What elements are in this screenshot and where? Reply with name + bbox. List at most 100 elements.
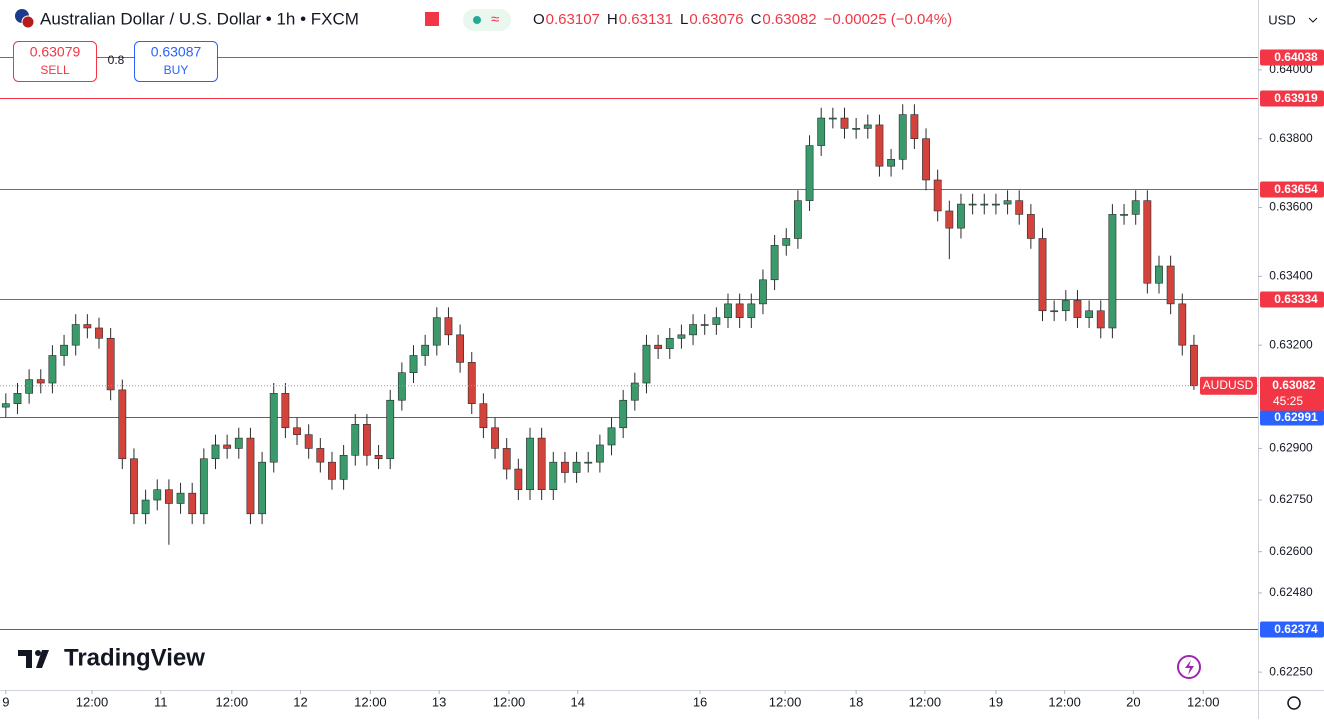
candle-body bbox=[561, 461, 569, 473]
candle-body bbox=[374, 454, 383, 460]
candle-body bbox=[36, 379, 45, 384]
x-tick-label: 16 bbox=[693, 694, 707, 709]
candle-body bbox=[1190, 344, 1198, 387]
candle-body bbox=[95, 327, 103, 339]
ohlc-value: 0.63107 bbox=[546, 11, 600, 28]
candle-body bbox=[1178, 303, 1187, 346]
candle-body bbox=[48, 355, 57, 384]
dropdown-icon[interactable] bbox=[1308, 17, 1318, 23]
logo-text: TradingView bbox=[64, 644, 205, 671]
candle-body bbox=[60, 344, 68, 356]
candle-body bbox=[211, 444, 220, 460]
status-dot bbox=[473, 16, 481, 24]
x-tick-label: 14 bbox=[571, 694, 585, 709]
sell-price: 0.63079 bbox=[30, 44, 81, 60]
level-label-bg bbox=[1260, 291, 1324, 308]
x-tick-label: 12:00 bbox=[769, 694, 802, 709]
candle-body bbox=[898, 114, 907, 160]
x-tick-label: 12 bbox=[293, 694, 307, 709]
candle-body bbox=[712, 317, 721, 325]
candle-body bbox=[724, 303, 732, 318]
candle-body bbox=[1096, 310, 1105, 329]
candle-body bbox=[747, 303, 756, 318]
candle-body bbox=[118, 389, 127, 460]
logo: TradingView bbox=[18, 644, 205, 671]
candle-body bbox=[828, 117, 837, 120]
x-tick-label: 12:00 bbox=[1048, 694, 1081, 709]
candle-body bbox=[246, 437, 255, 515]
candle-body bbox=[304, 434, 313, 449]
currency[interactable]: USD bbox=[1268, 12, 1295, 27]
candle-body bbox=[386, 399, 395, 460]
candle-body bbox=[770, 245, 779, 281]
candle-body bbox=[223, 444, 232, 449]
candle-body bbox=[269, 393, 278, 463]
title: Australian Dollar / U.S. Dollar • 1h • F… bbox=[40, 9, 359, 28]
candle-body bbox=[1015, 200, 1024, 215]
level-label: 0.63919 bbox=[1274, 91, 1318, 105]
candle-body bbox=[1050, 310, 1059, 313]
y-tick-label: 0.62250 bbox=[1269, 664, 1313, 678]
status-pill[interactable] bbox=[463, 9, 511, 31]
level-label: 0.62991 bbox=[1274, 410, 1318, 424]
candle-body bbox=[397, 372, 406, 401]
candle-body bbox=[71, 324, 80, 346]
candle-body bbox=[595, 444, 604, 463]
last-symbol-bg bbox=[1200, 376, 1257, 395]
flag-marker[interactable] bbox=[425, 12, 439, 26]
candle-body bbox=[642, 344, 651, 384]
candle-body bbox=[619, 399, 628, 429]
x-tick-label: 11 bbox=[154, 694, 168, 709]
candle-body bbox=[607, 427, 616, 446]
candle-body bbox=[1, 403, 10, 408]
settings-icon[interactable] bbox=[1287, 696, 1301, 710]
sell-button[interactable] bbox=[13, 41, 97, 82]
candle-body bbox=[409, 355, 418, 374]
candle-body bbox=[1120, 214, 1128, 216]
candle-body bbox=[1003, 200, 1012, 205]
candle-body bbox=[339, 454, 348, 480]
candle-body bbox=[293, 427, 301, 435]
y-tick-label: 0.62480 bbox=[1269, 585, 1313, 599]
spread: 0.8 bbox=[108, 53, 125, 67]
candle-body bbox=[502, 448, 511, 470]
candle-body bbox=[817, 117, 826, 146]
candle-body bbox=[13, 393, 22, 404]
x-tick-label: 20 bbox=[1126, 694, 1140, 709]
ohlc-value: 0.63131 bbox=[619, 11, 673, 28]
buy-label: BUY bbox=[164, 63, 189, 77]
candle-body bbox=[1131, 200, 1140, 215]
candle-body bbox=[444, 317, 453, 336]
x-tick-label: 18 bbox=[849, 694, 863, 709]
candle-body bbox=[677, 334, 686, 339]
candle-body bbox=[957, 203, 965, 229]
alert-icon[interactable] bbox=[1177, 655, 1201, 679]
buy-button[interactable] bbox=[134, 41, 218, 82]
countdown: 45:25 bbox=[1273, 394, 1303, 408]
x-tick-label: 12:00 bbox=[76, 694, 109, 709]
y-tick-label: 0.62750 bbox=[1269, 492, 1313, 506]
level-label-bg bbox=[1260, 409, 1324, 426]
candle-body bbox=[467, 362, 476, 404]
candle-body bbox=[852, 128, 861, 130]
candle-body bbox=[665, 337, 674, 349]
candle-body bbox=[1166, 265, 1175, 305]
candle-body bbox=[759, 279, 767, 305]
candle-body bbox=[922, 138, 930, 181]
candle-body bbox=[887, 159, 895, 167]
x-tick-label: 12:00 bbox=[909, 694, 942, 709]
level-label: 0.62374 bbox=[1274, 622, 1318, 636]
candle-body bbox=[863, 124, 872, 129]
candle-body bbox=[793, 200, 802, 239]
logo-mark bbox=[35, 650, 41, 656]
level-label: 0.63654 bbox=[1274, 182, 1318, 196]
level-label-bg bbox=[1260, 90, 1324, 107]
level-label-bg bbox=[1260, 181, 1324, 198]
x-tick-label: 12:00 bbox=[1187, 694, 1220, 709]
ohlc-label: C bbox=[751, 11, 762, 28]
y-tick-label: 0.64000 bbox=[1269, 62, 1313, 76]
candle-body bbox=[164, 489, 173, 504]
candle-body bbox=[980, 203, 989, 206]
x-tick-label: 12:00 bbox=[354, 694, 387, 709]
candle-body bbox=[234, 437, 243, 449]
